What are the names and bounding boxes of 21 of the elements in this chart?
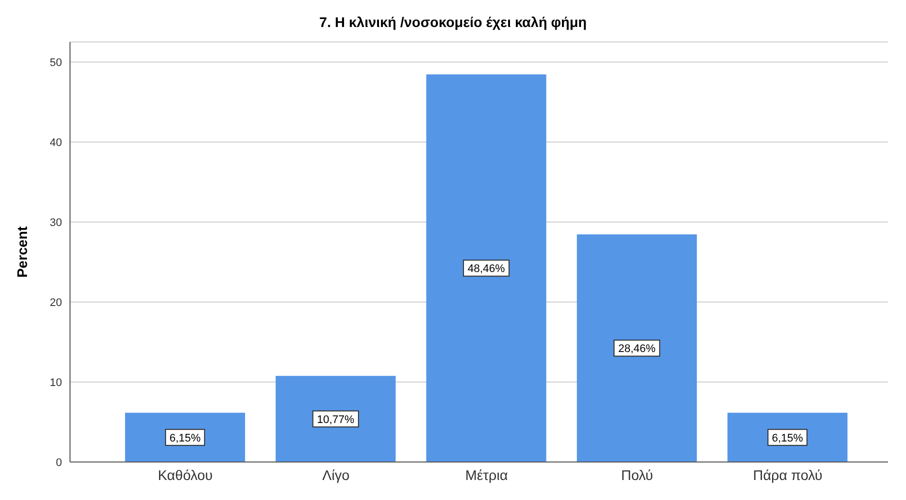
x-tick-label: Πάρα πολύ bbox=[752, 466, 822, 483]
y-axis-title: Percent bbox=[14, 226, 30, 278]
x-tick-label: Λίγο bbox=[322, 466, 350, 483]
bar bbox=[276, 376, 396, 462]
bar bbox=[576, 234, 697, 462]
y-tick-label: 50 bbox=[50, 56, 62, 69]
y-tick-label: 20 bbox=[50, 296, 62, 309]
y-tick-label: 10 bbox=[50, 376, 62, 389]
x-tick-label: Μέτρια bbox=[465, 466, 508, 483]
data-label: 10,77% bbox=[317, 414, 355, 426]
bar bbox=[426, 74, 546, 462]
chart-title: 7. Η κλινική /νοσοκομείο έχει καλή φήμη bbox=[318, 13, 588, 32]
x-tick-label: Πολύ bbox=[621, 466, 654, 483]
y-tick-label: 40 bbox=[50, 136, 62, 149]
y-tick-label: 0 bbox=[56, 456, 62, 469]
x-tick-label: Καθόλου bbox=[158, 466, 213, 483]
data-label: 48,46% bbox=[468, 263, 506, 276]
data-label: 28,46% bbox=[618, 343, 656, 356]
y-tick-label: 30 bbox=[50, 216, 62, 229]
data-label: 6,15% bbox=[772, 432, 804, 444]
data-label: 6,15% bbox=[169, 432, 201, 444]
